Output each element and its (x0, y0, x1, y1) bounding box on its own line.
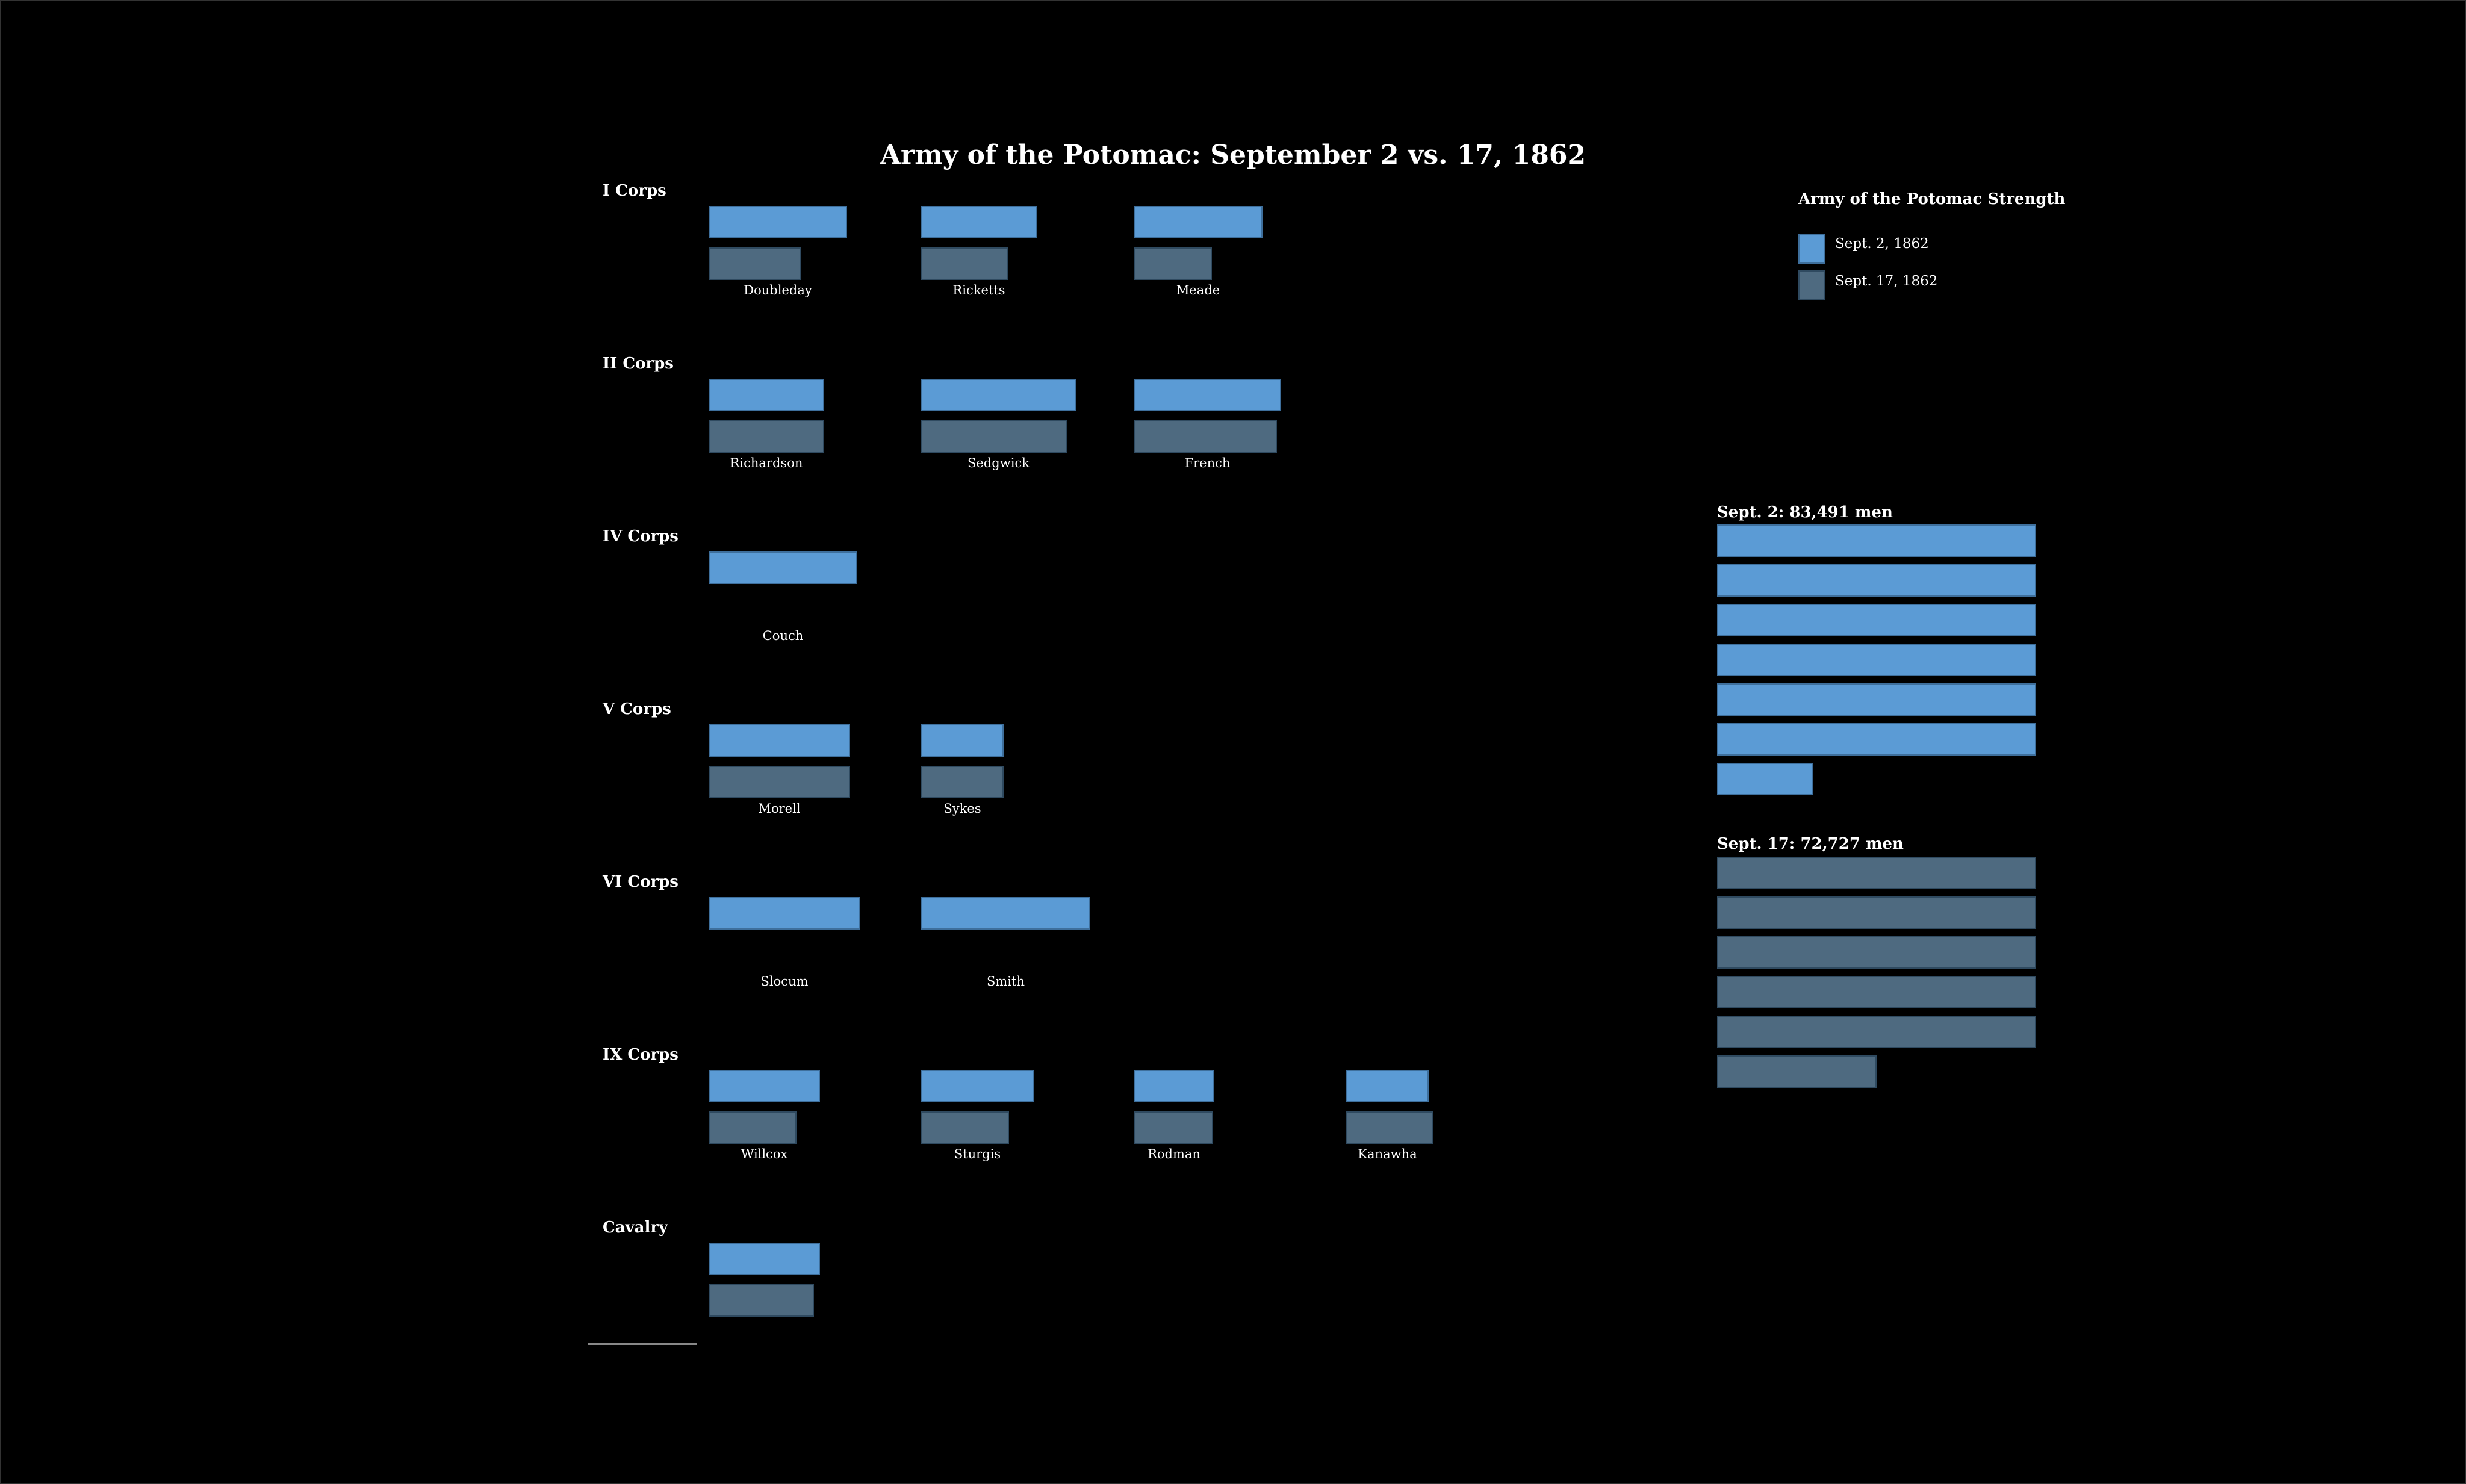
bar-sept17 (709, 1284, 814, 1317)
bar-sept2 (709, 1243, 820, 1275)
bar-sept17 (709, 247, 801, 280)
division-label: Smith (987, 974, 1025, 989)
total-bar-sept2 (1717, 564, 2036, 597)
total-bar-sept17 (1717, 976, 2036, 1008)
legend-label-sept17: Sept. 17, 1862 (1835, 273, 1938, 289)
division-label: Richardson (730, 456, 803, 470)
bar-sept2 (921, 897, 1090, 930)
bar-sept2 (1134, 1070, 1214, 1102)
total-sept2-label: Sept. 2: 83,491 men (1717, 503, 1893, 521)
total-bar-sept2 (1717, 644, 2036, 676)
bar-sept2 (1134, 379, 1281, 411)
total-bar-sept17 (1717, 936, 2036, 969)
division-label: Doubleday (744, 283, 812, 297)
division-label: French (1184, 456, 1231, 470)
bar-sept17 (1134, 1111, 1213, 1144)
division-label: Slocum (760, 974, 809, 989)
bar-sept2 (709, 897, 860, 930)
bar-sept17 (709, 420, 824, 453)
corps-label: V Corps (603, 700, 671, 718)
bar-sept2 (1134, 206, 1263, 238)
bar-sept17 (921, 1111, 1009, 1144)
total-bar-sept17 (1717, 1055, 1877, 1088)
bar-sept2 (709, 1070, 820, 1102)
total-bar-sept2 (1717, 524, 2036, 557)
legend-swatch-sept17 (1798, 270, 1825, 300)
bar-sept2 (709, 724, 850, 757)
bar-sept17 (1134, 247, 1212, 280)
total-bar-sept17 (1717, 857, 2036, 889)
division-label: Sykes (943, 801, 981, 816)
corps-label: IV Corps (603, 527, 679, 545)
bar-sept2 (709, 551, 857, 584)
division-label: Sedgwick (967, 456, 1030, 470)
total-bar-sept17 (1717, 896, 2036, 929)
bar-sept17 (1134, 420, 1277, 453)
division-label: Sturgis (954, 1147, 1001, 1161)
bar-sept2 (921, 206, 1037, 238)
total-bar-sept2 (1717, 683, 2036, 716)
bar-sept17 (1346, 1111, 1433, 1144)
legend-swatch-sept2 (1798, 234, 1825, 264)
division-label: Morell (758, 801, 801, 816)
legend-label-sept2: Sept. 2, 1862 (1835, 236, 1929, 252)
corps-label: VI Corps (603, 873, 679, 891)
bar-sept17 (709, 1111, 797, 1144)
bar-sept17 (709, 766, 850, 798)
bar-sept2 (921, 379, 1076, 411)
division-label: Kanawha (1358, 1147, 1417, 1161)
corps-label: Cavalry (603, 1219, 668, 1237)
corps-label: II Corps (603, 355, 674, 373)
corps-label: IX Corps (603, 1046, 679, 1064)
total-bar-sept2 (1717, 604, 2036, 636)
bar-sept2 (921, 1070, 1034, 1102)
division-label: Meade (1176, 283, 1220, 297)
bar-sept2 (709, 379, 824, 411)
bar-sept2 (921, 724, 1004, 757)
bar-sept17 (921, 247, 1008, 280)
bar-sept2 (1346, 1070, 1429, 1102)
total-bar-sept2 (1717, 763, 1813, 795)
bar-sept17 (921, 420, 1067, 453)
total-bar-sept17 (1717, 1016, 2036, 1048)
chart-title: Army of the Potomac: September 2 vs. 17,… (880, 140, 1586, 170)
division-label: Willcox (741, 1147, 788, 1161)
total-sept17-label: Sept. 17: 72,727 men (1717, 835, 1904, 853)
division-label: Ricketts (952, 283, 1005, 297)
division-label: Rodman (1148, 1147, 1200, 1161)
corps-label: I Corps (603, 182, 666, 200)
bar-sept17 (921, 766, 1004, 798)
legend-title: Army of the Potomac Strength (1798, 190, 2066, 208)
bar-sept2 (709, 206, 847, 238)
divider-line (588, 1343, 697, 1345)
total-bar-sept2 (1717, 723, 2036, 756)
division-label: Couch (762, 629, 804, 643)
